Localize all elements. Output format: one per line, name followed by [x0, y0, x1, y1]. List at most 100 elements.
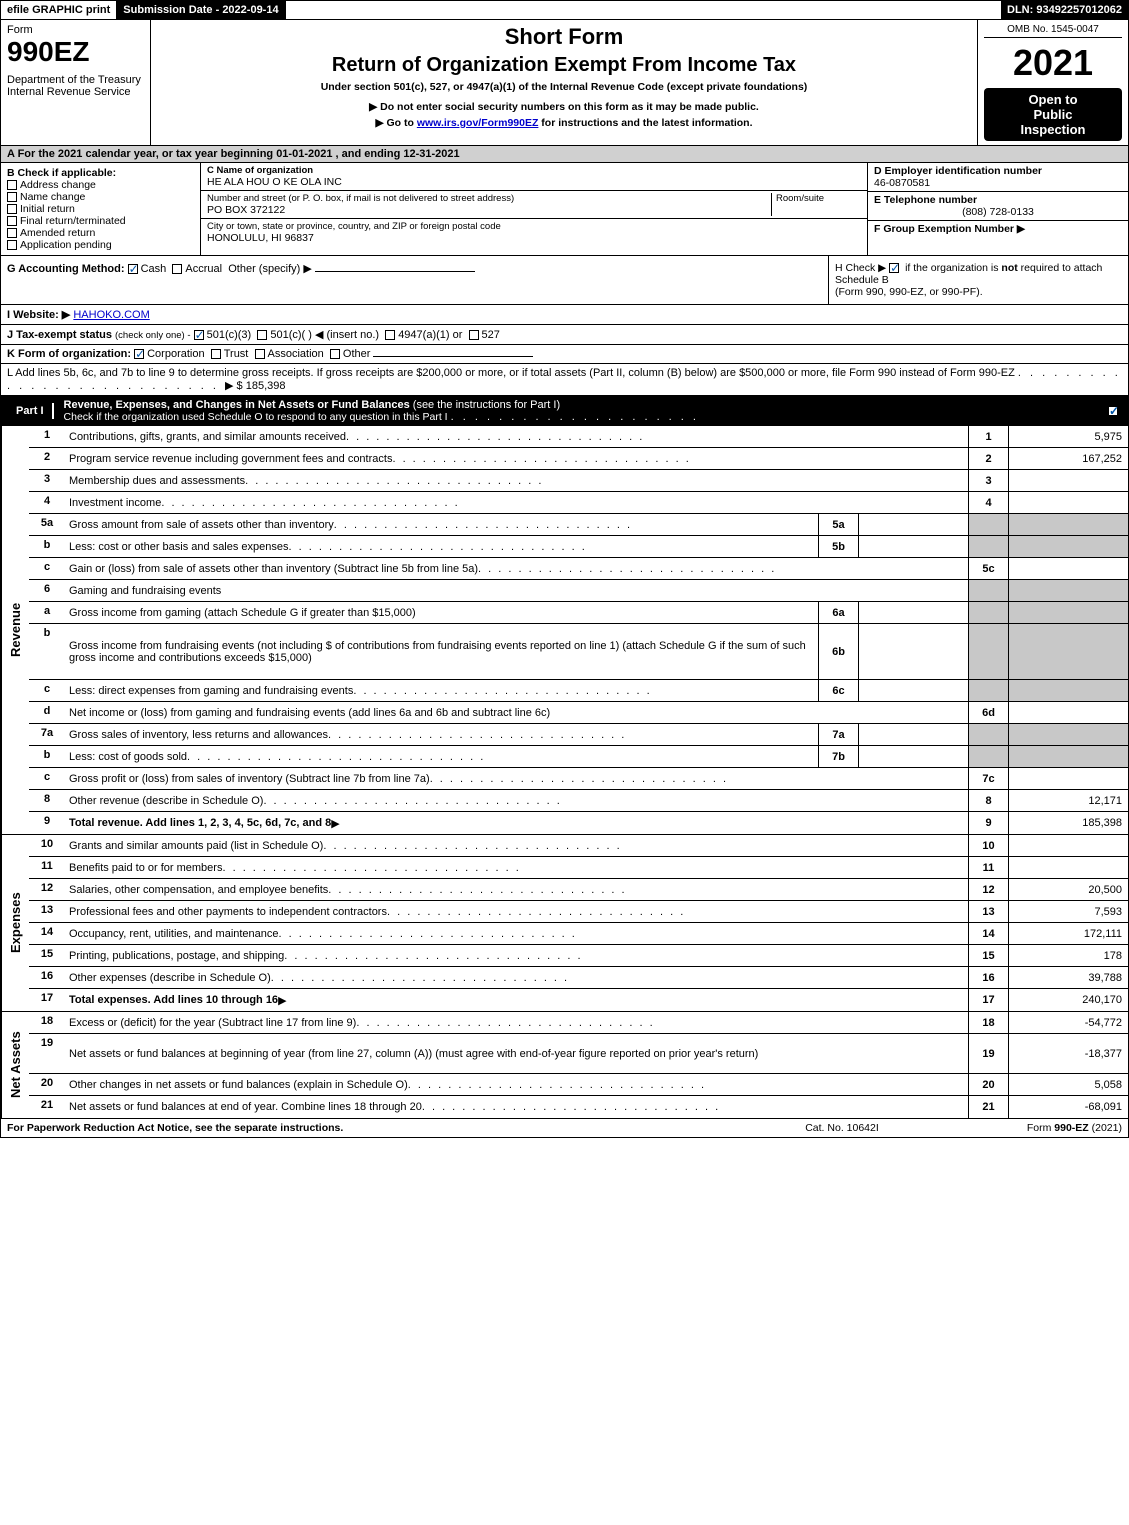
header-left: Form 990EZ Department of the Treasury In… [1, 20, 151, 145]
ln5b-key [968, 536, 1008, 557]
B-name-change: Name change [20, 191, 85, 203]
org-address: PO BOX 372122 [207, 204, 771, 216]
ln19-desc: Net assets or fund balances at beginning… [65, 1034, 968, 1073]
open-to: Open to [988, 92, 1118, 107]
K-assoc-checkbox[interactable] [255, 349, 265, 359]
line-7a: 7a Gross sales of inventory, less return… [29, 724, 1128, 746]
J-501c3-checkbox[interactable] [194, 330, 204, 340]
line-7c: c Gross profit or (loss) from sales of i… [29, 768, 1128, 790]
website-link[interactable]: HAHOKO.COM [73, 309, 149, 321]
ln21-val: -68,091 [1008, 1096, 1128, 1118]
ln11-val [1008, 857, 1128, 878]
ln11-key: 11 [968, 857, 1008, 878]
ln2-key: 2 [968, 448, 1008, 469]
ln7a-key [968, 724, 1008, 745]
ln18-key: 18 [968, 1012, 1008, 1033]
line-7b: b Less: cost of goods sold 7b [29, 746, 1128, 768]
B-opt-pending[interactable]: Application pending [7, 239, 194, 251]
form-code: 990EZ [7, 36, 144, 68]
B-opt-initial[interactable]: Initial return [7, 203, 194, 215]
B-opt-name[interactable]: Name change [7, 191, 194, 203]
J-527-checkbox[interactable] [469, 330, 479, 340]
ln17-val: 240,170 [1008, 989, 1128, 1011]
H-mid: if the organization is [905, 262, 1001, 274]
line-6: 6 Gaming and fundraising events [29, 580, 1128, 602]
ln6a-key [968, 602, 1008, 623]
L-amount-label: ▶ $ [225, 380, 246, 392]
netassets-body: 18 Excess or (deficit) for the year (Sub… [29, 1012, 1128, 1118]
H-cell: H Check ▶ if the organization is not req… [828, 256, 1128, 304]
J-501c-checkbox[interactable] [257, 330, 267, 340]
J-4947-checkbox[interactable] [385, 330, 395, 340]
B-opt-address[interactable]: Address change [7, 179, 194, 191]
ln20-key: 20 [968, 1074, 1008, 1095]
K-other-input[interactable] [373, 356, 533, 357]
ln4-val [1008, 492, 1128, 513]
K-trust-checkbox[interactable] [211, 349, 221, 359]
ln6b-num: b [29, 624, 65, 679]
G-other-input[interactable] [315, 271, 475, 272]
ln15-val: 178 [1008, 945, 1128, 966]
part1-scheduleO-checkbox[interactable] [1103, 405, 1121, 417]
org-name: HE ALA HOU O KE OLA INC [207, 176, 861, 188]
tax-year: 2021 [984, 42, 1122, 84]
ln21-num: 21 [29, 1096, 65, 1118]
ein-value: 46-0870581 [874, 177, 1122, 189]
line-2: 2 Program service revenue including gove… [29, 448, 1128, 470]
ln6a-sk: 6a [818, 602, 858, 623]
ln18-val: -54,772 [1008, 1012, 1128, 1033]
line-6a: a Gross income from gaming (attach Sched… [29, 602, 1128, 624]
line-19: 19 Net assets or fund balances at beginn… [29, 1034, 1128, 1074]
K-label: K Form of organization: [7, 348, 131, 360]
ln16-key: 16 [968, 967, 1008, 988]
ln11-desc: Benefits paid to or for members [65, 857, 968, 878]
col-C: C Name of organization HE ALA HOU O KE O… [201, 163, 868, 255]
ln12-desc: Salaries, other compensation, and employ… [65, 879, 968, 900]
H-forms: (Form 990, 990-EZ, or 990-PF). [835, 286, 983, 298]
ln18-desc: Excess or (deficit) for the year (Subtra… [65, 1012, 968, 1033]
B-opt-amended[interactable]: Amended return [7, 227, 194, 239]
C-name-label: C Name of organization [207, 165, 861, 176]
ln7c-num: c [29, 768, 65, 789]
K-other-checkbox[interactable] [330, 349, 340, 359]
ln18-num: 18 [29, 1012, 65, 1033]
B-final-return: Final return/terminated [20, 215, 126, 227]
part1-subnote: Check if the organization used Schedule … [64, 411, 448, 423]
ln5a-desc: Gross amount from sale of assets other t… [65, 514, 818, 535]
dept-treasury: Department of the Treasury [7, 74, 144, 86]
line-14: 14 Occupancy, rent, utilities, and maint… [29, 923, 1128, 945]
J-4947: 4947(a)(1) or [398, 329, 462, 341]
B-opt-final[interactable]: Final return/terminated [7, 215, 194, 227]
L-text: L Add lines 5b, 6c, and 7b to line 9 to … [7, 367, 1015, 379]
ln1-key: 1 [968, 426, 1008, 447]
ln14-val: 172,111 [1008, 923, 1128, 944]
K-corp-checkbox[interactable] [134, 349, 144, 359]
I-label: I Website: ▶ [7, 309, 70, 321]
G-cash-checkbox[interactable] [128, 264, 138, 274]
ln2-num: 2 [29, 448, 65, 469]
ln13-key: 13 [968, 901, 1008, 922]
efile-label: efile GRAPHIC print [1, 1, 117, 19]
ln7b-key [968, 746, 1008, 767]
ln4-num: 4 [29, 492, 65, 513]
ln7a-sv [858, 724, 968, 745]
line-12: 12 Salaries, other compensation, and emp… [29, 879, 1128, 901]
ln10-key: 10 [968, 835, 1008, 856]
D-label: D Employer identification number [874, 165, 1122, 177]
line-A: A For the 2021 calendar year, or tax yea… [0, 146, 1129, 163]
K-association: Association [268, 348, 324, 360]
ln9-num: 9 [29, 812, 65, 834]
line-21: 21 Net assets or fund balances at end of… [29, 1096, 1128, 1118]
H-checkbox[interactable] [889, 263, 899, 273]
ln16-val: 39,788 [1008, 967, 1128, 988]
G-accrual-checkbox[interactable] [172, 264, 182, 274]
ln7b-val [1008, 746, 1128, 767]
ln15-key: 15 [968, 945, 1008, 966]
ln13-val: 7,593 [1008, 901, 1128, 922]
footer-left: For Paperwork Reduction Act Notice, see … [7, 1122, 742, 1134]
irs-link[interactable]: www.irs.gov/Form990EZ [417, 117, 539, 129]
header-mid: Short Form Return of Organization Exempt… [151, 20, 978, 145]
ln10-num: 10 [29, 835, 65, 856]
J-small: (check only one) - [115, 330, 191, 341]
ln7c-key: 7c [968, 768, 1008, 789]
